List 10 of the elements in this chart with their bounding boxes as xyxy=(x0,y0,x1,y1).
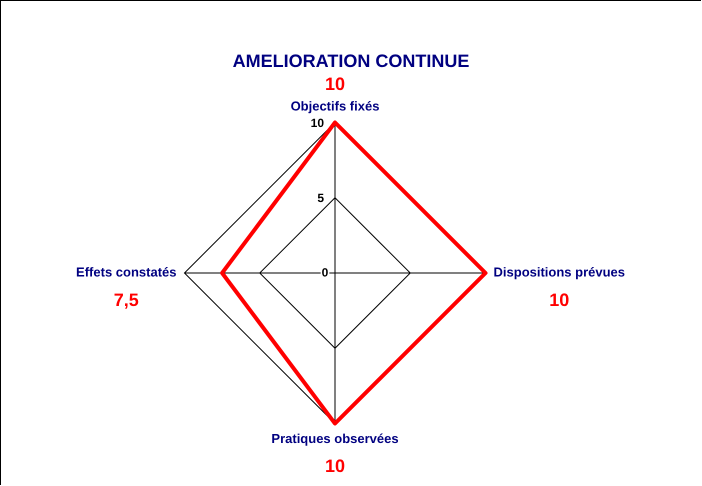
y-tick-label: 10 xyxy=(310,116,324,130)
y-tick-label: 0 xyxy=(322,265,329,280)
text: 7,5 xyxy=(114,290,139,310)
text: 10 xyxy=(549,290,570,310)
chart-title: AMELIORATION CONTINUE xyxy=(232,50,470,71)
spoke-label: Pratiques observées xyxy=(271,430,399,446)
spoke-label: Dispositions prévues xyxy=(494,264,626,280)
spoke-label: Effets constatés xyxy=(76,264,176,280)
y-tick-label: 5 xyxy=(317,191,324,206)
spoke-label: Objectifs fixés xyxy=(290,98,380,114)
